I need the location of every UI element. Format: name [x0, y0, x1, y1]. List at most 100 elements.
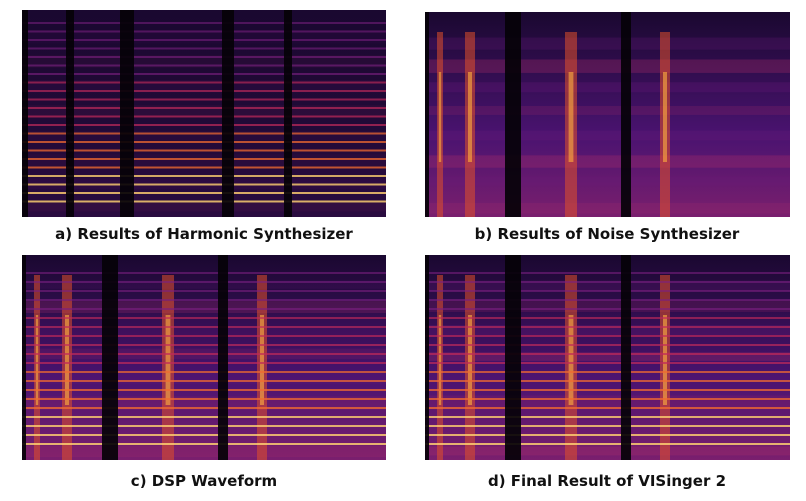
spectrogram-texture: [425, 362, 790, 364]
spectrogram-texture: [663, 72, 667, 162]
spectrogram-texture: [425, 353, 790, 355]
spectrogram-texture: [22, 425, 386, 427]
spectrogram-texture: [22, 81, 386, 84]
spectrogram-texture: [425, 155, 790, 168]
spectrogram-texture: [425, 317, 790, 319]
spectrogram-texture: [425, 416, 790, 418]
spectrogram: [22, 255, 386, 460]
spectrogram-texture: [22, 335, 386, 337]
spectrogram-texture: [22, 301, 386, 314]
spectrogram-texture: [102, 255, 118, 460]
spectrogram-texture: [425, 425, 790, 427]
spectrogram-texture: [65, 315, 69, 405]
spectrogram-texture: [22, 443, 386, 445]
spectrogram-texture: [22, 47, 386, 50]
spectrogram-texture: [22, 22, 386, 24]
spectrogram-texture: [22, 326, 386, 328]
spectrogram-texture: [66, 10, 74, 217]
caption: b) Results of Noise Synthesizer: [474, 225, 740, 243]
spectrogram-texture: [468, 72, 472, 162]
spectrogram-texture: [621, 12, 631, 217]
spectrogram-texture: [22, 98, 386, 101]
spectrogram-texture: [22, 56, 386, 58]
spectrogram-texture: [438, 315, 442, 405]
spectrogram-texture: [425, 324, 790, 336]
spectrogram-texture: [22, 149, 386, 152]
spectrogram-texture: [22, 64, 386, 67]
spectrogram-texture: [22, 73, 386, 75]
spectrogram-texture: [22, 10, 386, 217]
spectrogram-texture: [22, 308, 386, 310]
spectrogram-texture: [22, 416, 386, 418]
spectrogram-texture: [425, 443, 790, 445]
spectrogram-texture: [120, 10, 134, 217]
spectrogram-texture: [22, 424, 386, 436]
spectrogram-texture: [425, 105, 790, 115]
spectrogram-texture: [425, 12, 790, 217]
spectrogram: [425, 255, 790, 460]
spectrogram-texture: [22, 107, 386, 109]
spectrogram-texture: [425, 434, 790, 436]
spectrogram-texture: [284, 10, 292, 217]
spectrogram-texture: [425, 371, 790, 373]
spectrogram-texture: [22, 272, 386, 274]
spectrogram-texture: [425, 352, 790, 361]
spectrogram-texture: [22, 281, 386, 283]
spectrogram-texture: [425, 422, 790, 432]
spectrogram-texture: [425, 203, 790, 214]
spectrogram-texture: [22, 362, 386, 364]
spectrogram-texture: [22, 326, 386, 336]
spectrogram-texture: [22, 175, 386, 177]
spectrogram-texture: [22, 90, 386, 92]
spectrogram-texture: [22, 158, 386, 160]
spectrogram-texture: [22, 202, 386, 212]
spectrogram-texture: [22, 10, 28, 217]
spectrogram-texture: [425, 335, 790, 337]
spectrogram-texture: [22, 353, 386, 355]
spectrogram-texture: [438, 72, 442, 162]
spectrogram-texture: [425, 59, 790, 73]
spectrogram-texture: [22, 434, 386, 436]
spectrogram-texture: [22, 39, 386, 41]
spectrogram-texture: [22, 407, 386, 409]
spectrogram-texture: [22, 389, 386, 391]
spectrogram-texture: [22, 30, 386, 33]
spectrogram-texture: [425, 280, 790, 292]
spectrogram-texture: [425, 446, 790, 456]
spectrogram-texture: [22, 317, 386, 319]
spectrogram-texture: [425, 326, 790, 328]
spectrogram-texture: [22, 446, 386, 458]
spectrogram-texture: [663, 315, 667, 405]
spectrogram-texture: [425, 290, 790, 292]
caption: a) Results of Harmonic Synthesizer: [55, 225, 353, 243]
spectrogram-texture: [425, 255, 429, 460]
spectrogram-texture: [22, 380, 386, 382]
spectrogram-texture: [22, 141, 386, 143]
spectrogram-texture: [425, 407, 790, 409]
caption: d) Final Result of VISinger 2: [487, 472, 727, 490]
spectrogram-texture: [22, 344, 386, 346]
spectrogram-texture: [425, 272, 790, 274]
spectrogram-texture: [425, 389, 790, 391]
spectrogram-texture: [425, 281, 790, 283]
spectrogram-texture: [165, 315, 171, 405]
spectrogram-texture: [22, 192, 386, 194]
spectrogram-texture: [22, 398, 386, 400]
spectrogram-texture: [425, 82, 790, 93]
spectrogram-texture: [22, 299, 386, 301]
spectrogram-texture: [22, 115, 386, 118]
spectrogram-texture: [35, 315, 39, 405]
spectrogram-texture: [22, 200, 386, 203]
spectrogram-texture: [22, 130, 386, 141]
spectrogram-texture: [425, 176, 790, 186]
spectrogram-texture: [22, 183, 386, 186]
spectrogram-texture: [568, 315, 574, 405]
spectrogram-texture: [22, 255, 26, 460]
spectrogram-texture: [425, 300, 790, 313]
spectrogram-texture: [621, 255, 631, 460]
spectrogram-texture: [568, 72, 574, 162]
spectrogram-texture: [22, 132, 386, 135]
spectrogram-texture: [22, 371, 386, 373]
spectrogram-texture: [425, 12, 429, 217]
